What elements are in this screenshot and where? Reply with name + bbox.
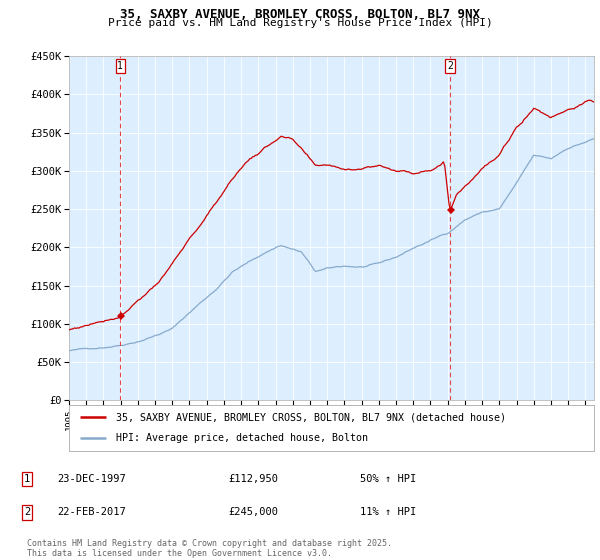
Text: 50% ↑ HPI: 50% ↑ HPI	[360, 474, 416, 484]
Text: 1: 1	[24, 474, 30, 484]
Text: 22-FEB-2017: 22-FEB-2017	[57, 507, 126, 517]
Text: 2: 2	[24, 507, 30, 517]
Text: 11% ↑ HPI: 11% ↑ HPI	[360, 507, 416, 517]
Text: 23-DEC-1997: 23-DEC-1997	[57, 474, 126, 484]
Text: 2: 2	[447, 61, 453, 71]
Text: £245,000: £245,000	[228, 507, 278, 517]
Text: HPI: Average price, detached house, Bolton: HPI: Average price, detached house, Bolt…	[116, 433, 368, 444]
Text: Price paid vs. HM Land Registry's House Price Index (HPI): Price paid vs. HM Land Registry's House …	[107, 18, 493, 29]
Text: £112,950: £112,950	[228, 474, 278, 484]
Text: 1: 1	[118, 61, 123, 71]
Text: 35, SAXBY AVENUE, BROMLEY CROSS, BOLTON, BL7 9NX: 35, SAXBY AVENUE, BROMLEY CROSS, BOLTON,…	[120, 8, 480, 21]
Text: Contains HM Land Registry data © Crown copyright and database right 2025.
This d: Contains HM Land Registry data © Crown c…	[27, 539, 392, 558]
Text: 35, SAXBY AVENUE, BROMLEY CROSS, BOLTON, BL7 9NX (detached house): 35, SAXBY AVENUE, BROMLEY CROSS, BOLTON,…	[116, 412, 506, 422]
